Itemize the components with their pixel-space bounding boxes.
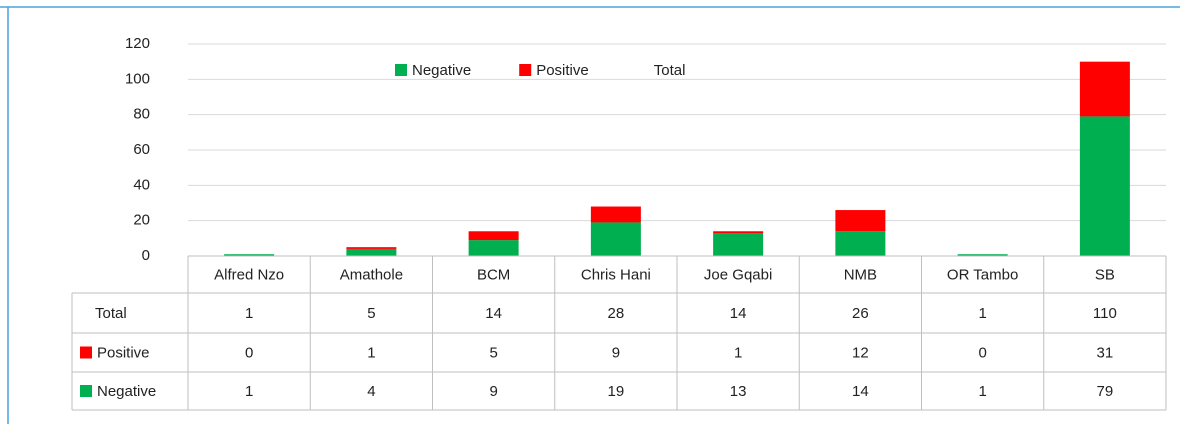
table-legend-marker — [80, 346, 92, 359]
bar — [468, 231, 519, 241]
table-cell: 12 — [852, 344, 869, 361]
y-tick-label: 0 — [142, 247, 150, 264]
table-cell: 79 — [1097, 383, 1114, 400]
bar — [713, 233, 764, 256]
table-cell: 0 — [978, 344, 986, 361]
bar — [590, 206, 641, 223]
table-cell: 1 — [734, 344, 742, 361]
table-cell: 9 — [612, 344, 620, 361]
table-cell: 9 — [489, 383, 497, 400]
x-tick-label: NMB — [844, 266, 877, 283]
x-tick-label: OR Tambo — [947, 266, 1018, 283]
table-cell: 26 — [852, 305, 869, 322]
bar — [346, 248, 397, 256]
table-legend-marker — [80, 385, 92, 397]
legend-label: Positive — [536, 62, 589, 79]
y-tick-label: 40 — [133, 176, 150, 193]
table-row-label: Negative — [97, 383, 156, 400]
table-cell: 28 — [608, 305, 625, 322]
table-cell: 0 — [245, 344, 253, 361]
y-tick-label: 20 — [133, 212, 150, 229]
table-cell: 31 — [1097, 344, 1114, 361]
bar — [835, 231, 886, 256]
table-cell: 1 — [978, 383, 986, 400]
table-cell: 13 — [730, 383, 747, 400]
table-cell: 1 — [367, 344, 375, 361]
bar — [590, 222, 641, 256]
table-cell: 5 — [489, 344, 497, 361]
bar — [468, 240, 519, 256]
bar — [957, 254, 1008, 256]
bar — [713, 231, 764, 234]
table-cell: 1 — [245, 305, 253, 322]
x-tick-label: Chris Hani — [581, 266, 651, 283]
legend-label: Total — [654, 62, 686, 79]
bar — [346, 247, 397, 249]
table-cell: 14 — [730, 305, 747, 322]
x-tick-label: Amathole — [340, 266, 403, 283]
table-row-label: Total — [95, 305, 127, 322]
table-cell: 4 — [367, 383, 375, 400]
table-row-label: Positive — [97, 344, 150, 361]
legend-marker — [519, 64, 532, 76]
y-tick-label: 60 — [133, 141, 150, 158]
table-cell: 19 — [608, 383, 625, 400]
bar — [1079, 61, 1130, 117]
y-tick-label: 120 — [125, 35, 150, 52]
x-tick-label: Alfred Nzo — [214, 266, 284, 283]
x-tick-label: Joe Gqabi — [704, 266, 772, 283]
x-tick-label: BCM — [477, 266, 510, 283]
bar — [224, 254, 275, 256]
table-cell: 5 — [367, 305, 375, 322]
legend-marker — [395, 64, 407, 76]
bar — [1079, 116, 1130, 256]
x-tick-label: SB — [1095, 266, 1115, 283]
y-tick-label: 100 — [125, 70, 150, 87]
table-cell: 1 — [978, 305, 986, 322]
table-cell: 14 — [852, 383, 869, 400]
legend-label: Negative — [412, 62, 471, 79]
y-tick-label: 80 — [133, 106, 150, 123]
table-cell: 14 — [485, 305, 502, 322]
table-cell: 1 — [245, 383, 253, 400]
bar — [835, 210, 886, 232]
table-cell: 110 — [1093, 305, 1117, 322]
